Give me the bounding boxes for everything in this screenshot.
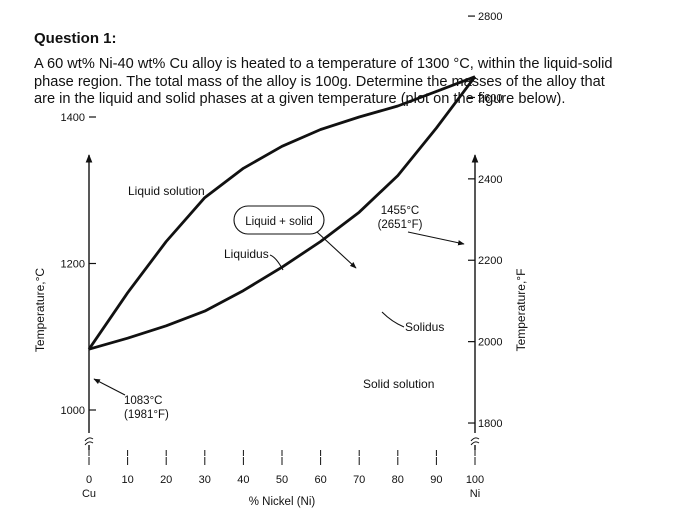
x-axis-label: % Nickel (Ni) <box>249 496 316 508</box>
x-end-label-right: Ni <box>470 488 480 500</box>
right-axis-break <box>470 437 480 446</box>
y-tick-label-fahrenheit: 2000 <box>478 337 502 349</box>
y-tick-label-fahrenheit: 1800 <box>478 418 502 430</box>
two-phase-label: Liquid + solid <box>245 216 312 228</box>
question-heading: Question 1: <box>34 30 117 47</box>
question-line: A 60 wt% Ni-40 wt% Cu alloy is heated to… <box>34 56 613 72</box>
y-axis-label-celsius: Temperature,°C <box>33 268 47 352</box>
y-tick-label-celsius: 1200 <box>61 259 85 271</box>
two-phase-arrow <box>316 231 357 269</box>
two-phase-label-box <box>233 205 325 235</box>
x-tick-label: 100 <box>466 474 484 486</box>
left-axis-break <box>84 437 94 446</box>
chart-labels: Liquid solution Liquid + solid Liquidus 145… <box>93 184 465 421</box>
x-tick-label: 70 <box>353 474 365 486</box>
cu-melting-arrow <box>93 378 126 396</box>
cu-melting-point-f: (1981°F) <box>124 409 169 421</box>
chart-axes <box>84 154 480 450</box>
x-end-label-left: Cu <box>82 488 96 500</box>
x-tick-label: 80 <box>392 474 404 486</box>
y-tick-label-fahrenheit: 2800 <box>478 11 502 23</box>
x-tick-label: 30 <box>199 474 211 486</box>
cu-melting-point-c: 1083°C <box>124 395 163 407</box>
y-axis-label-fahrenheit: Temperature,°F <box>514 269 528 352</box>
x-tick-label: 90 <box>430 474 442 486</box>
solidus-label: Solidus <box>405 320 444 334</box>
question-text: A 60 wt% Ni-40 wt% Cu alloy is heated to… <box>34 56 666 109</box>
y-tick-label-celsius: 1000 <box>61 405 85 417</box>
liquidus-pointer <box>269 254 284 271</box>
liquidus-label: Liquidus <box>224 247 269 261</box>
liquidus-curve <box>87 75 476 350</box>
solid-region-label: Solid solution <box>363 377 434 391</box>
x-tick-label: 60 <box>314 474 326 486</box>
y-tick-label-fahrenheit: 2400 <box>478 174 502 186</box>
ni-melting-point-c: 1455°C <box>381 205 420 217</box>
x-tick-label: 0 <box>86 474 92 486</box>
x-tick-label: 40 <box>237 474 249 486</box>
solidus-pointer <box>381 311 405 328</box>
y-tick-label-fahrenheit: 2200 <box>478 255 502 267</box>
question-line: phase region. The total mass of the allo… <box>34 73 605 90</box>
y-tick-label-fahrenheit: 2600 <box>478 92 502 104</box>
liquid-region-label: Liquid solution <box>128 184 205 198</box>
chart-ticks: 0 10 20 30 40 50 60 70 80 90 100 Cu Ni % Nickel (Ni) 1… <box>33 11 528 508</box>
ni-melting-arrow <box>407 231 465 246</box>
y-tick-label-celsius: 1400 <box>61 112 85 124</box>
question-line: are in the liquid and solid phases at a … <box>34 91 566 107</box>
ni-melting-point-f: (2651°F) <box>378 219 423 231</box>
x-tick-label: 20 <box>160 474 172 486</box>
x-tick-label: 50 <box>276 474 288 486</box>
x-tick-label: 10 <box>121 474 133 486</box>
